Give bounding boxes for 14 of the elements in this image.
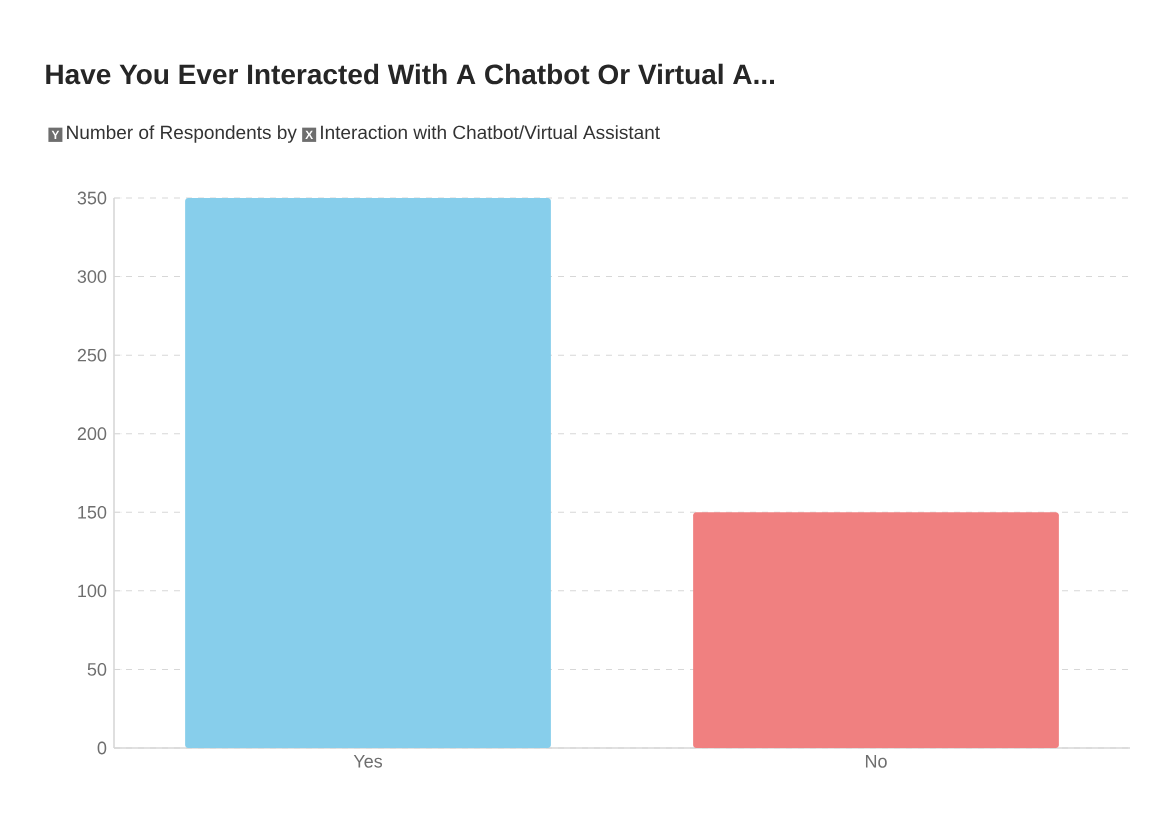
x-tick-label: No: [865, 755, 887, 768]
x-axis-title: Interaction with Chatbot/Virtual Assistant: [321, 125, 660, 140]
y-tick-label: 350: [77, 191, 107, 205]
chart-title: Have You Ever Interacted With A Chatbot Or Virtual A...: [46, 63, 774, 85]
y-tick-label: 100: [78, 584, 107, 598]
chart-subtitle: by: [278, 125, 297, 143]
y-tick-label: 250: [77, 348, 107, 362]
y-tick-label: 300: [77, 270, 107, 283]
y-tick-label: 0: [97, 741, 107, 755]
y-tick-label: 150: [78, 505, 107, 519]
y-tick-label: 200: [77, 427, 107, 441]
x-tick-label: Yes: [353, 755, 383, 768]
y-tick-label: 50: [87, 663, 107, 676]
y-axis-title: Number of Respondents: [67, 125, 271, 143]
